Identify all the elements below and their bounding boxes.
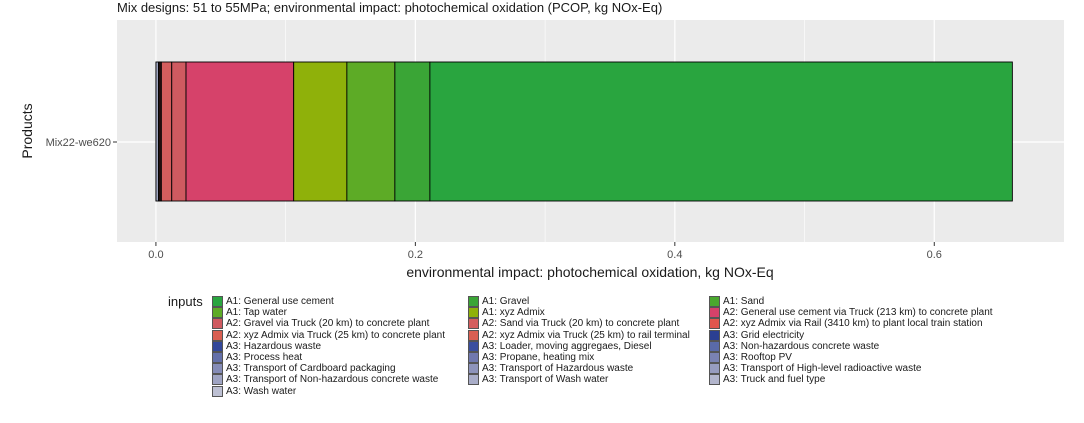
legend-item: A3: Grid electricity	[709, 329, 805, 341]
legend-label: A3: Wash water	[226, 385, 297, 397]
legend-swatch	[468, 296, 479, 307]
legend-item: A2: General use cement via Truck (213 km…	[709, 307, 993, 319]
legend-item: A1: xyz Admix	[468, 307, 545, 319]
legend-label: A2: xyz Admix via Rail (3410 km) to plan…	[723, 318, 983, 330]
legend-item: A2: xyz Admix via Truck (25 km) to rail …	[468, 329, 690, 341]
legend-swatch	[709, 340, 720, 352]
legend-label: A1: General use cement	[226, 296, 334, 307]
legend-item: A3: Non-hazardous concrete waste	[709, 340, 880, 352]
legend-item: A1: Sand	[709, 296, 764, 307]
chart-title: Mix designs: 51 to 55MPa; environmental …	[117, 0, 662, 15]
legend-swatch	[709, 352, 720, 363]
legend-swatch	[709, 374, 720, 386]
legend-item: A1: General use cement	[212, 296, 334, 307]
legend-swatch	[212, 374, 223, 386]
legend-item: A2: xyz Admix via Rail (3410 km) to plan…	[709, 318, 983, 330]
legend-item: A3: Transport of Cardboard packaging	[212, 363, 396, 375]
legend-item: A2: Gravel via Truck (20 km) to concrete…	[212, 318, 430, 330]
bar-segment	[160, 61, 173, 202]
legend-swatch	[212, 363, 223, 375]
legend-swatch	[212, 385, 223, 397]
legend-swatch	[468, 329, 479, 341]
legend-item: A2: Sand via Truck (20 km) to concrete p…	[468, 318, 680, 330]
bar-segment	[429, 61, 1013, 202]
legend-swatch	[212, 352, 223, 363]
legend-label: A3: Non-hazardous concrete waste	[723, 340, 880, 352]
x-axis-label: environmental impact: photochemical oxid…	[406, 264, 773, 280]
legend-swatch	[468, 307, 479, 319]
legend-label: A1: Sand	[723, 296, 765, 307]
legend-swatch	[709, 329, 720, 341]
y-axis-label: Products	[19, 103, 35, 158]
legend-swatch	[468, 340, 479, 352]
legend-label: A2: xyz Admix via Truck (25 km) to rail …	[482, 329, 690, 341]
legend-item: A3: Transport of Wash water	[468, 374, 609, 386]
legend-swatch	[709, 307, 720, 319]
x-tick-label: 0.6	[927, 249, 942, 261]
legend-item: A1: Gravel	[468, 296, 529, 307]
legend-label: A3: Grid electricity	[723, 329, 805, 341]
legend-swatch	[468, 318, 479, 330]
legend-label: A2: Gravel via Truck (20 km) to concrete…	[226, 318, 430, 330]
legend-swatch	[212, 329, 223, 341]
bar-stack	[155, 61, 1013, 202]
legend-label: A2: xyz Admix via Truck (25 km) to concr…	[226, 329, 445, 341]
legend-swatch	[212, 307, 223, 319]
legend-swatch	[212, 296, 223, 307]
legend-label: A3: Truck and fuel type	[723, 374, 826, 386]
legend-label: A3: Transport of Hazardous waste	[482, 363, 634, 375]
legend-swatch	[468, 363, 479, 375]
bar-segment	[346, 61, 396, 202]
y-axis: Mix22-we620	[46, 137, 117, 149]
legend-swatch	[212, 340, 223, 352]
legend-swatch	[709, 296, 720, 307]
bar-segment	[394, 61, 431, 202]
legend: inputs A1: General use cement A1: Gravel A…	[168, 294, 1068, 404]
legend-item: A3: Transport of Hazardous waste	[468, 363, 634, 375]
legend-label: A3: Propane, heating mix	[482, 352, 595, 363]
legend-item: A3: Transport of Non-hazardous concrete …	[212, 374, 439, 386]
legend-label: A3: Transport of Wash water	[482, 374, 609, 386]
legend-swatch	[468, 374, 479, 386]
y-tick-label: Mix22-we620	[46, 137, 111, 149]
x-tick-label: 0.2	[408, 249, 423, 261]
legend-item: A3: Hazardous waste	[212, 340, 322, 352]
legend-label: A1: Tap water	[226, 307, 287, 319]
x-axis: 0.0 0.2 0.4 0.6	[148, 242, 942, 261]
bar-segment	[185, 61, 295, 202]
legend-item: A3: Transport of High-level radioactive …	[709, 363, 922, 375]
legend-item: A3: Wash water	[212, 385, 297, 397]
legend-swatch	[468, 352, 479, 363]
legend-label: A3: Rooftop PV	[723, 352, 792, 363]
legend-item: A1: Tap water	[212, 307, 287, 319]
legend-item: A3: Propane, heating mix	[468, 352, 594, 363]
bar-segment	[171, 61, 187, 202]
legend-label: A3: Loader, moving aggregaes, Diesel	[482, 340, 652, 352]
legend-label: A1: xyz Admix	[482, 307, 545, 319]
legend-label: A2: Sand via Truck (20 km) to concrete p…	[482, 318, 680, 330]
legend-label: A3: Transport of Cardboard packaging	[226, 363, 396, 375]
legend-item: A3: Process heat	[212, 352, 302, 363]
legend-label: A3: Transport of Non-hazardous concrete …	[226, 374, 439, 386]
bar-segment	[293, 61, 348, 202]
legend-item: A2: xyz Admix via Truck (25 km) to concr…	[212, 329, 445, 341]
legend-item: A3: Rooftop PV	[709, 352, 792, 363]
legend-swatch	[709, 318, 720, 330]
legend-item: A3: Loader, moving aggregaes, Diesel	[468, 340, 652, 352]
legend-title: inputs	[168, 294, 203, 309]
legend-label: A3: Process heat	[226, 352, 303, 363]
legend-swatch	[709, 363, 720, 375]
legend-swatch	[212, 318, 223, 330]
legend-label: A3: Hazardous waste	[226, 340, 322, 352]
legend-label: A3: Transport of High-level radioactive …	[723, 363, 922, 375]
legend-item: A3: Truck and fuel type	[709, 374, 826, 386]
legend-label: A2: General use cement via Truck (213 km…	[723, 307, 993, 319]
x-tick-label: 0.0	[148, 249, 163, 261]
x-tick-label: 0.4	[667, 249, 682, 261]
legend-label: A1: Gravel	[482, 296, 530, 307]
